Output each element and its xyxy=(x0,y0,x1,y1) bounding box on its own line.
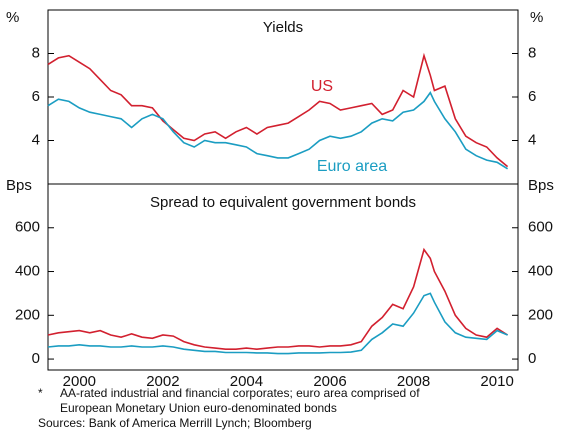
x-tick-label: 2002 xyxy=(146,373,179,390)
sources: Sources: Bank of America Merrill Lynch; … xyxy=(38,416,312,430)
y-unit-right: Bps xyxy=(528,177,554,194)
series-line xyxy=(47,247,509,351)
y-tick-label: 600 xyxy=(15,219,40,236)
y-unit-right: % xyxy=(530,9,543,26)
y-tick-label: 4 xyxy=(32,131,40,148)
y-tick-label: 400 xyxy=(15,262,40,279)
y-tick-label: 200 xyxy=(528,306,553,323)
x-tick-label: 2010 xyxy=(480,373,513,390)
y-tick-label: 6 xyxy=(32,88,40,105)
x-tick-label: 2008 xyxy=(397,373,430,390)
y-tick-label: 600 xyxy=(528,219,553,236)
series-label: Euro area xyxy=(317,158,387,175)
y-tick-label: 6 xyxy=(528,88,536,105)
series-line xyxy=(47,52,509,168)
y-tick-label: 0 xyxy=(32,350,40,367)
footnote: European Monetary Union euro-denominated… xyxy=(60,401,337,415)
y-tick-label: 0 xyxy=(528,350,536,367)
y-tick-label: 4 xyxy=(528,131,536,148)
footnote-marker: * xyxy=(38,386,43,400)
x-tick-label: 2000 xyxy=(63,373,96,390)
series-label: US xyxy=(311,78,333,95)
y-tick-label: 200 xyxy=(15,306,40,323)
x-tick-label: 2006 xyxy=(313,373,346,390)
y-unit-left: Bps xyxy=(6,177,32,194)
y-tick-label: 8 xyxy=(32,44,40,61)
plot-frame xyxy=(47,9,519,371)
panel-title: Yields xyxy=(263,19,303,36)
x-tick-label: 2004 xyxy=(230,373,263,390)
panel-title: Spread to equivalent government bonds xyxy=(150,194,416,211)
y-unit-left: % xyxy=(6,9,19,26)
series-line xyxy=(47,292,508,355)
y-tick-label: 8 xyxy=(528,44,536,61)
y-tick-label: 400 xyxy=(528,262,553,279)
series-line xyxy=(47,91,509,170)
footnote: AA-rated industrial and financial corpor… xyxy=(60,386,420,400)
